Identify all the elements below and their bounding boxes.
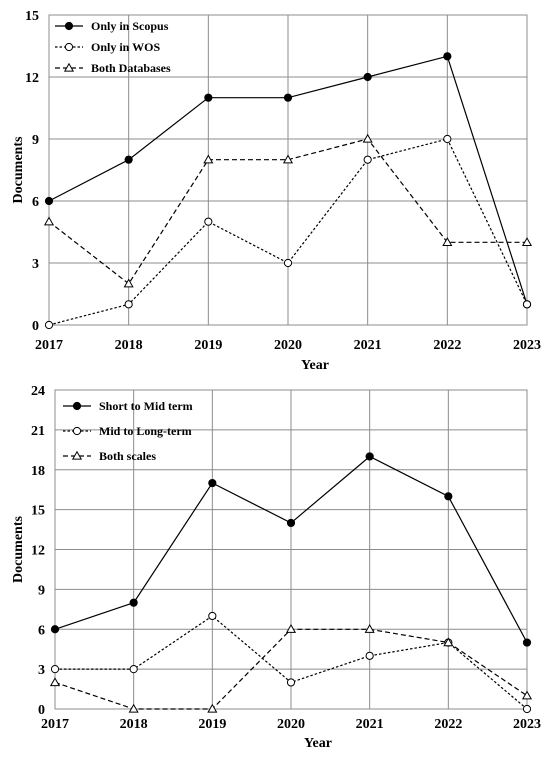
legend-label: Both scales [99,449,156,463]
data-point [522,300,532,309]
y-tick-label: 3 [38,663,45,678]
legend-label: Mid to Long-term [99,424,192,438]
data-point [442,237,453,246]
legend-label: Short to Mid term [99,399,193,413]
y-tick-label: 6 [32,195,39,210]
data-point [43,216,55,226]
data-point [522,638,532,647]
data-point [283,258,293,268]
series-2 [44,134,532,330]
plot-frame [48,14,528,326]
data-point [50,665,60,674]
y-tick-label: 18 [31,464,45,479]
data-point [522,704,532,714]
x-tick-label: 2022 [434,717,462,732]
data-point [204,217,213,226]
x-axis-label: Year [301,358,329,373]
y-tick-label: 6 [38,623,45,638]
legend-marker [72,426,82,436]
x-tick-label: 2021 [354,338,382,353]
plot-frame [54,389,528,710]
data-point [44,196,54,206]
legend: Short to Mid term Mid to Long-term Both sc… [63,399,193,463]
x-tick-label: 2018 [120,717,148,732]
series-1 [44,52,532,309]
data-point [207,703,218,713]
y-tick-label: 12 [25,71,39,86]
chart-2: 0 3 6 9 12 15 18 21 24 2017 2018 2019 2020 2021 2022 20… [11,384,541,751]
data-point [208,478,217,488]
data-point [363,155,372,164]
legend-marker [63,62,75,72]
data-point [444,492,453,501]
data-point [521,237,533,246]
data-point [204,93,213,102]
data-point [124,300,133,309]
data-point [124,155,133,164]
x-tick-label: 2020 [277,717,305,732]
series-1 [50,452,532,647]
y-tick-label: 9 [38,583,45,598]
legend-label: Only in WOS [91,40,160,54]
data-point [50,625,60,634]
data-point [123,278,134,288]
x-tick-label: 2021 [356,717,384,732]
data-point [285,624,297,633]
data-point [363,72,372,82]
data-point [208,611,217,621]
y-tick-label: 21 [31,424,45,439]
legend-marker [71,450,83,460]
x-tick-label: 2023 [513,717,541,732]
y-tick-label: 0 [38,703,45,718]
data-point [129,598,138,607]
legend-label: Both Databases [91,61,171,75]
data-point [283,93,293,102]
y-tick-label: 12 [31,544,45,559]
x-tick-label: 2023 [513,338,541,353]
data-point [365,651,374,660]
x-tick-label: 2017 [35,338,63,353]
data-point [44,320,54,330]
data-point [129,665,138,674]
y-axis-label: Documents [11,516,26,583]
data-point [443,637,454,647]
legend-marker [64,42,74,52]
y-tick-label: 0 [32,319,39,334]
series-3 [49,624,533,713]
data-point [282,154,294,164]
data-point [203,154,214,164]
x-tick-label: 2018 [115,338,143,353]
y-tick-label: 3 [32,257,39,272]
y-tick-label: 9 [32,133,39,148]
data-point [443,134,452,144]
legend: Only in Scopus Only in WOS Both Databases [55,19,171,75]
x-axis-label: Year [304,736,332,751]
legend-marker [64,21,74,31]
x-tick-label: 2019 [194,338,222,353]
y-axis-label: Documents [11,136,26,203]
x-tick-label: 2019 [198,717,226,732]
legend-marker [72,401,82,411]
x-tick-label: 2020 [274,338,302,353]
y-tick-label: 15 [31,504,45,519]
data-point [365,452,374,461]
data-point [443,52,452,61]
data-point [128,703,139,713]
series-3 [43,133,533,288]
y-tick-label: 15 [25,9,39,24]
x-tick-label: 2022 [433,338,461,353]
data-point [364,624,375,633]
legend-label: Only in Scopus [91,19,169,33]
chart-1: 0 3 6 9 12 15 2017 2018 2019 2020 2021 2022 2023 Year… [11,9,541,373]
x-tick-label: 2017 [41,717,69,732]
y-tick-label: 24 [31,384,45,399]
data-point [362,133,373,143]
data-point [286,518,296,528]
data-point [49,677,61,687]
data-point [286,678,296,687]
data-point [521,690,533,700]
